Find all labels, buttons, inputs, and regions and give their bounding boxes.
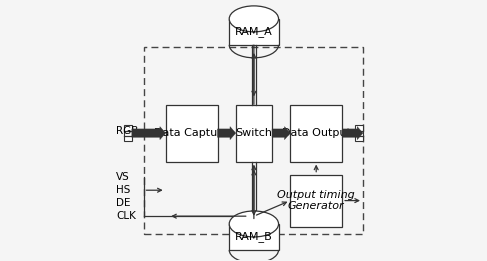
- Text: CLK: CLK: [116, 211, 136, 221]
- Ellipse shape: [229, 6, 279, 32]
- Text: Data Output: Data Output: [282, 128, 351, 138]
- Bar: [290, 105, 342, 162]
- Text: HS: HS: [116, 185, 131, 195]
- Bar: [355, 125, 363, 141]
- Polygon shape: [132, 127, 166, 140]
- Bar: [124, 125, 132, 141]
- Text: Output timing
Generator: Output timing Generator: [277, 190, 355, 211]
- Text: Data Capture: Data Capture: [154, 128, 229, 138]
- Ellipse shape: [229, 211, 279, 237]
- Bar: [229, 19, 279, 45]
- Bar: [236, 105, 272, 162]
- Text: VS: VS: [116, 172, 130, 182]
- Text: RAM_B: RAM_B: [235, 232, 273, 242]
- Polygon shape: [272, 127, 290, 140]
- Text: DE: DE: [116, 198, 131, 208]
- Bar: [290, 175, 342, 227]
- Text: RGB: RGB: [116, 126, 139, 135]
- Polygon shape: [342, 127, 363, 140]
- Polygon shape: [218, 127, 236, 140]
- Bar: [229, 224, 279, 250]
- Bar: [144, 48, 363, 234]
- Text: Switch: Switch: [235, 128, 272, 138]
- Bar: [166, 105, 218, 162]
- Text: RAM_A: RAM_A: [235, 26, 273, 37]
